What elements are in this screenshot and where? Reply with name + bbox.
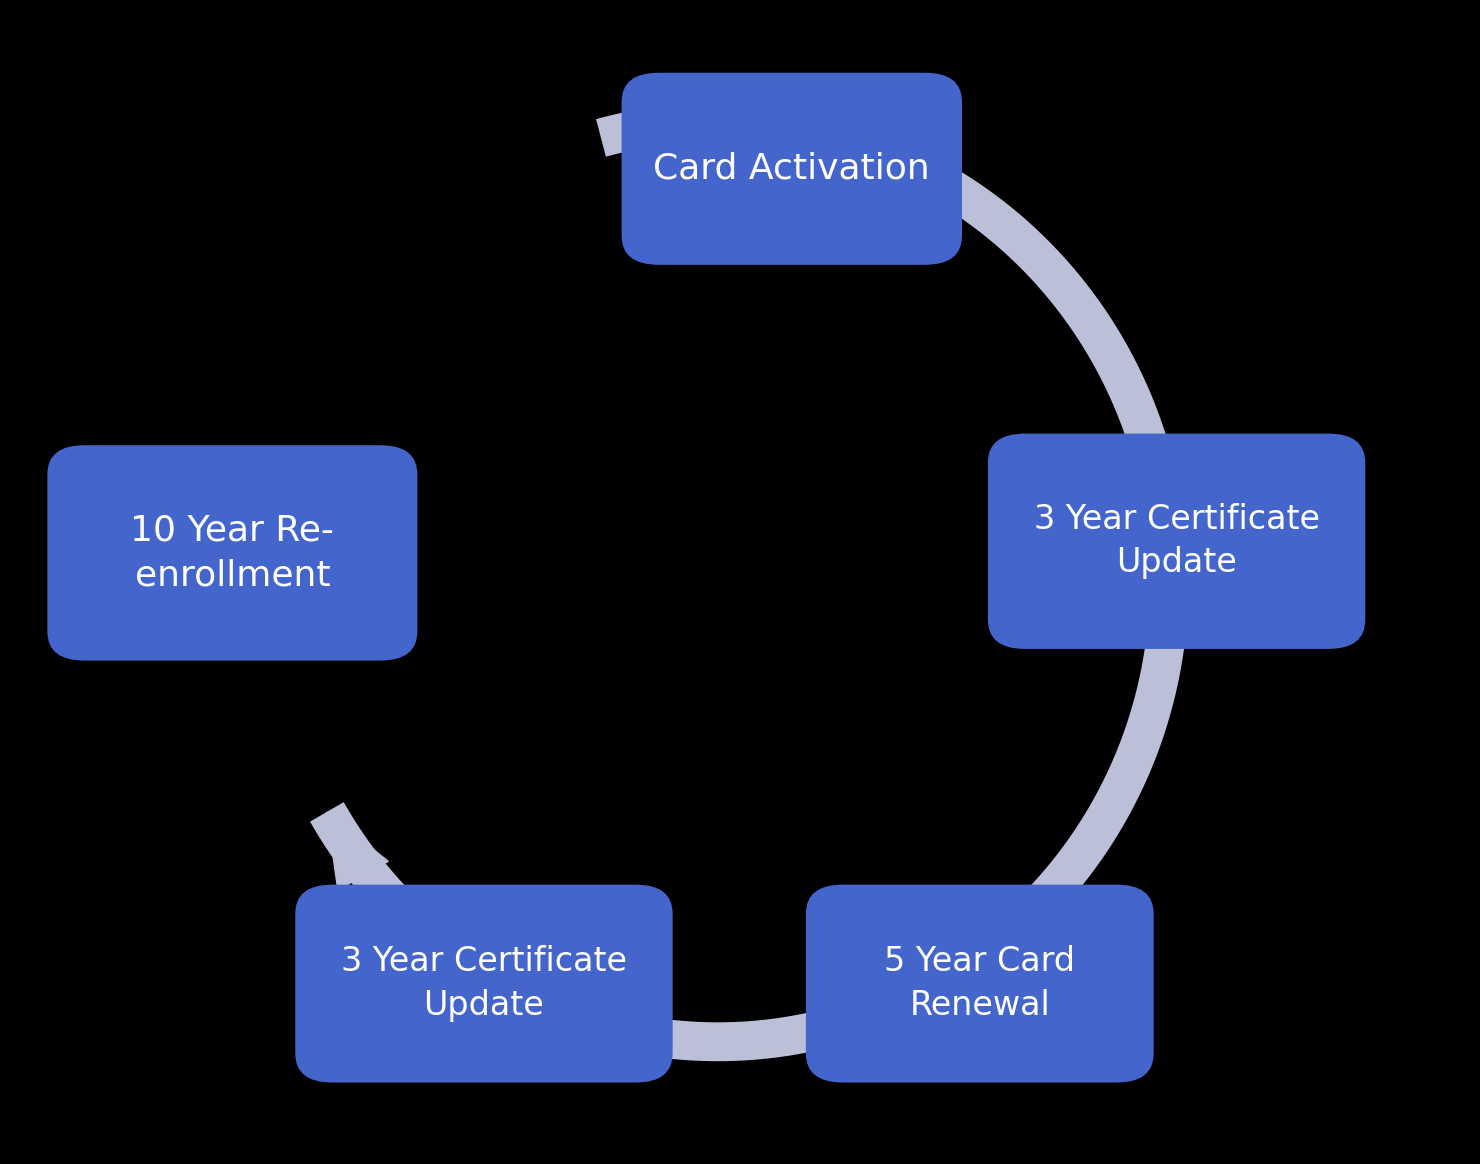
FancyBboxPatch shape	[622, 72, 962, 265]
FancyBboxPatch shape	[296, 885, 672, 1083]
FancyBboxPatch shape	[989, 434, 1366, 648]
Polygon shape	[327, 812, 388, 890]
Text: 3 Year Certificate
Update: 3 Year Certificate Update	[340, 945, 628, 1022]
Text: 3 Year Certificate
Update: 3 Year Certificate Update	[1033, 503, 1320, 580]
Text: 5 Year Card
Renewal: 5 Year Card Renewal	[884, 945, 1076, 1022]
Text: 10 Year Re-
enrollment: 10 Year Re- enrollment	[130, 513, 334, 592]
FancyBboxPatch shape	[805, 885, 1154, 1083]
Text: Card Activation: Card Activation	[654, 151, 929, 186]
FancyBboxPatch shape	[47, 446, 417, 661]
